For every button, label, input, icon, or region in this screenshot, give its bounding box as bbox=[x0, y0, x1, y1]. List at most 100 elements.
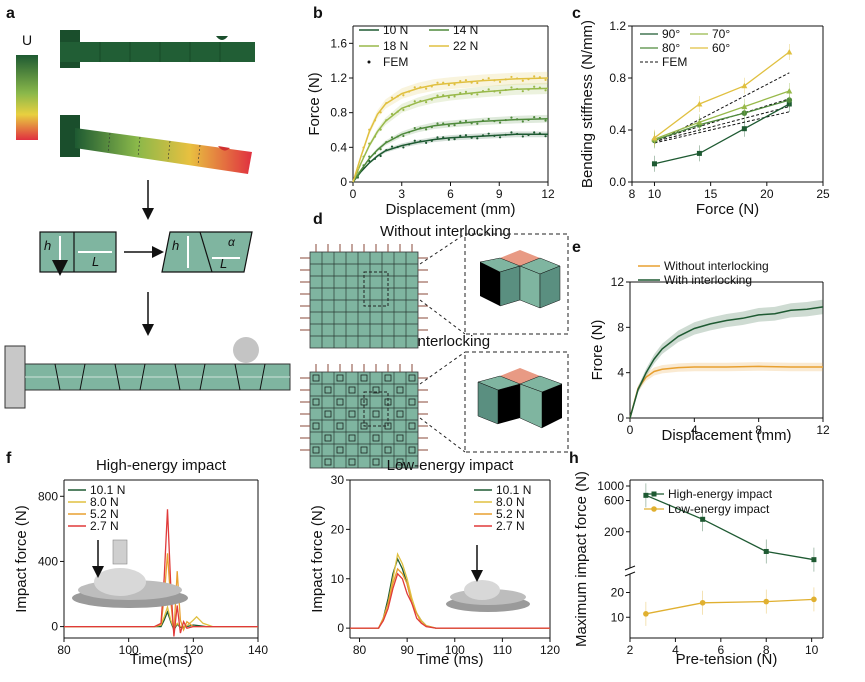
fem-point bbox=[385, 149, 388, 152]
y-tick-label: 0.4 bbox=[330, 140, 347, 154]
data-point bbox=[643, 611, 649, 617]
zoom-box bbox=[363, 271, 389, 307]
interlock-cell bbox=[408, 398, 416, 406]
fem-point bbox=[362, 146, 365, 149]
data-point bbox=[651, 161, 657, 167]
fem-point bbox=[442, 81, 445, 84]
fem-point bbox=[425, 128, 428, 131]
fem-point bbox=[481, 78, 485, 81]
series-line bbox=[352, 133, 548, 183]
fem-point bbox=[464, 90, 468, 94]
x-tick-label: 6 bbox=[447, 187, 454, 201]
interlock-cell bbox=[360, 446, 368, 454]
data-point bbox=[786, 97, 793, 103]
fem-point bbox=[379, 154, 382, 158]
fem-point bbox=[459, 120, 462, 123]
interlock-cell bbox=[396, 410, 404, 418]
fem-point bbox=[447, 96, 450, 99]
x-tick-label: 0 bbox=[627, 423, 634, 437]
x-tick-label: 80 bbox=[353, 643, 367, 657]
y-axis-label: Maximum impact force (N) bbox=[573, 471, 590, 647]
fem-point bbox=[533, 75, 536, 78]
fem-point bbox=[476, 93, 479, 96]
y-axis-label: Impact force (N) bbox=[13, 505, 30, 613]
fem-line bbox=[654, 111, 790, 144]
legend-label: 60° bbox=[712, 41, 730, 55]
interlock-cell bbox=[384, 374, 392, 382]
fem-point bbox=[464, 79, 468, 82]
cross-node-plain bbox=[479, 250, 561, 309]
fem-point bbox=[385, 119, 388, 122]
interlock-cell bbox=[348, 386, 356, 394]
x-tick-label: 6 bbox=[717, 643, 724, 657]
x-tick-label: 3 bbox=[398, 187, 405, 201]
x-tick-label: 110 bbox=[493, 643, 512, 657]
y-tick-label: 10 bbox=[331, 572, 345, 586]
series-band bbox=[630, 299, 823, 418]
fem-point bbox=[390, 112, 394, 116]
chart-panel-b: 0 3 6 9 12 0 0.4 0.8 1.2 1.6 Displacement (mm) Forc… bbox=[306, 23, 555, 218]
y-axis-label: Impact force (N) bbox=[309, 505, 326, 613]
y-tick-label: 20 bbox=[331, 522, 345, 536]
fem-point bbox=[442, 136, 445, 139]
interlock-cell bbox=[348, 458, 356, 466]
y-tick-label: 0.4 bbox=[609, 123, 626, 137]
legend-label: 80° bbox=[662, 41, 680, 55]
dim-L2-label: L bbox=[220, 256, 227, 271]
x-tick-label: 2 bbox=[627, 643, 634, 657]
x-tick-label: 4 bbox=[672, 643, 679, 657]
fem-point bbox=[516, 77, 519, 80]
axis-break-mask bbox=[624, 568, 636, 574]
fem-point bbox=[510, 116, 513, 119]
chart-panel-g: 80 90 100 110 120 0 10 20 30 Time (ms) Impact forc… bbox=[309, 457, 560, 668]
legend-label: Without interlocking bbox=[664, 259, 769, 273]
series-line bbox=[64, 604, 258, 630]
fem-point bbox=[510, 86, 513, 89]
legend-label: 18 N bbox=[383, 39, 408, 53]
colorbar-label: U bbox=[22, 32, 32, 48]
y-tick-label: 400 bbox=[38, 554, 58, 568]
fem-point bbox=[481, 119, 485, 122]
fem-line bbox=[654, 72, 790, 144]
fem-point bbox=[368, 128, 371, 131]
fem-point bbox=[453, 124, 456, 127]
fem-point bbox=[379, 111, 382, 114]
y-tick-label: 0 bbox=[340, 175, 347, 189]
x-tick-label: 10 bbox=[648, 187, 662, 201]
x-axis-label: Time(ms) bbox=[130, 651, 193, 668]
legend-marker bbox=[651, 491, 657, 497]
y-tick-label: 1000 bbox=[597, 479, 624, 493]
interlock-cell bbox=[312, 446, 320, 454]
y-tick-label: 4 bbox=[617, 366, 624, 380]
y-tick-label: 200 bbox=[604, 525, 624, 539]
grid-with-interlocking bbox=[300, 364, 428, 469]
legend-label: 8.0 N bbox=[496, 495, 525, 509]
fem-point bbox=[459, 134, 462, 138]
zoom-box bbox=[363, 391, 389, 427]
fem-point bbox=[481, 134, 485, 137]
interlock-cell bbox=[348, 410, 356, 418]
series-line bbox=[629, 306, 824, 419]
x-tick-label: 100 bbox=[445, 643, 465, 657]
y-tick-label: 10 bbox=[611, 610, 625, 624]
fem-point bbox=[476, 81, 479, 85]
fem-point bbox=[402, 94, 405, 97]
fem-point bbox=[453, 95, 456, 98]
fem-point bbox=[476, 122, 479, 125]
fem-point bbox=[527, 118, 530, 122]
series-band bbox=[353, 71, 548, 182]
fem-point bbox=[533, 85, 536, 88]
interlock-cell bbox=[372, 410, 380, 418]
panel-letter-a: a bbox=[6, 5, 15, 22]
interlock-cell bbox=[396, 434, 404, 442]
grid-without-interlocking bbox=[300, 244, 428, 349]
fem-point bbox=[527, 78, 530, 81]
interlock-cell bbox=[336, 374, 344, 382]
fem-point bbox=[447, 83, 450, 87]
unit-cell-trapezoid: h L α bbox=[161, 231, 253, 273]
fem-point bbox=[390, 145, 394, 148]
data-point bbox=[699, 599, 706, 606]
x-axis-label: Time (ms) bbox=[417, 651, 484, 668]
interlock-cell bbox=[312, 422, 320, 430]
chart-title: Low-energy impact bbox=[387, 457, 515, 474]
